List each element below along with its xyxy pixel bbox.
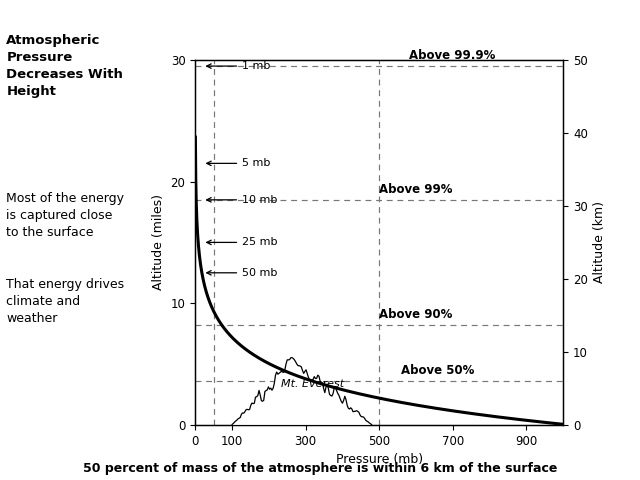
Text: Most of the energy
is captured close
to the surface: Most of the energy is captured close to … [6,192,124,239]
Y-axis label: Altitude (km): Altitude (km) [593,202,606,283]
Text: 10 mb: 10 mb [243,195,278,205]
Polygon shape [232,358,372,425]
Text: 25 mb: 25 mb [243,238,278,247]
Text: Above 90%: Above 90% [379,308,452,321]
Text: 50 percent of mass of the atmosphere is within 6 km of the surface: 50 percent of mass of the atmosphere is … [83,462,557,475]
Text: 1 mb: 1 mb [243,61,271,71]
Text: Above 50%: Above 50% [401,364,475,377]
Text: That energy drives
climate and
weather: That energy drives climate and weather [6,278,125,325]
Text: Above 99%: Above 99% [379,182,452,195]
Text: 50 mb: 50 mb [243,268,278,278]
X-axis label: Pressure (mb): Pressure (mb) [335,453,423,466]
Text: 5 mb: 5 mb [243,158,271,168]
Y-axis label: Altitude (miles): Altitude (miles) [152,194,165,290]
Text: Atmospheric
Pressure
Decreases With
Height: Atmospheric Pressure Decreases With Heig… [6,34,124,97]
Text: Mt. Everest: Mt. Everest [282,379,344,389]
Text: Above 99.9%: Above 99.9% [409,49,495,62]
